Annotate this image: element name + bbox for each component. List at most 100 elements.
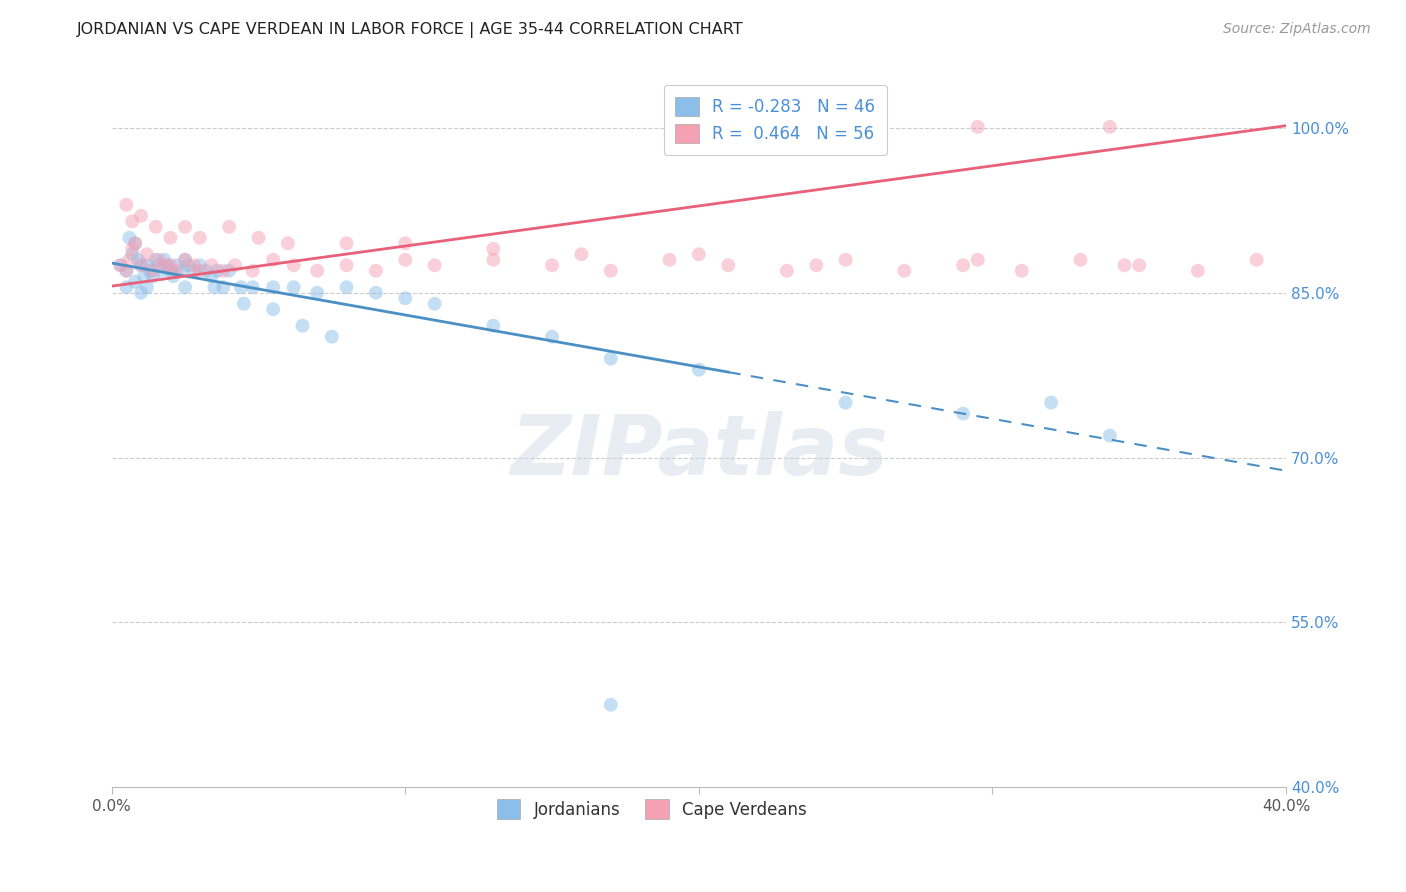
Point: [482, 242, 505, 256]
Point: [1069, 252, 1091, 267]
Point: [165, 264, 187, 278]
Point: [394, 252, 416, 267]
Point: [1040, 395, 1063, 409]
Point: [335, 236, 357, 251]
Point: [165, 258, 187, 272]
Point: [129, 258, 152, 272]
Point: [121, 242, 143, 256]
Point: [717, 258, 740, 272]
Legend: Jordanians, Cape Verdeans: Jordanians, Cape Verdeans: [491, 793, 814, 825]
Point: [153, 252, 176, 267]
Point: [1098, 120, 1121, 134]
Point: [658, 252, 681, 267]
Point: [188, 231, 211, 245]
Point: [188, 264, 211, 278]
Point: [204, 280, 226, 294]
Point: [177, 258, 200, 272]
Point: [229, 280, 252, 294]
Point: [159, 258, 181, 272]
Point: [124, 236, 146, 251]
Point: [172, 264, 194, 278]
Point: [262, 280, 284, 294]
Point: [776, 264, 799, 278]
Point: [688, 362, 710, 376]
Text: JORDANIAN VS CAPE VERDEAN IN LABOR FORCE | AGE 35-44 CORRELATION CHART: JORDANIAN VS CAPE VERDEAN IN LABOR FORCE…: [77, 22, 744, 38]
Point: [183, 264, 205, 278]
Point: [834, 252, 856, 267]
Point: [132, 269, 155, 284]
Point: [118, 231, 141, 245]
Point: [599, 698, 621, 712]
Point: [482, 252, 505, 267]
Point: [142, 264, 165, 278]
Point: [307, 285, 329, 300]
Point: [335, 258, 357, 272]
Point: [307, 264, 329, 278]
Point: [115, 264, 138, 278]
Point: [121, 247, 143, 261]
Point: [482, 318, 505, 333]
Point: [952, 258, 974, 272]
Point: [153, 258, 176, 272]
Point: [541, 329, 564, 343]
Point: [129, 209, 152, 223]
Point: [174, 252, 197, 267]
Point: [174, 280, 197, 294]
Point: [129, 285, 152, 300]
Point: [200, 269, 222, 284]
Point: [321, 329, 343, 343]
Point: [124, 236, 146, 251]
Point: [262, 252, 284, 267]
Point: [212, 264, 235, 278]
Point: [159, 264, 181, 278]
Point: [247, 231, 270, 245]
Point: [129, 258, 152, 272]
Point: [145, 252, 167, 267]
Point: [150, 264, 173, 278]
Point: [599, 264, 621, 278]
Point: [893, 264, 915, 278]
Point: [115, 198, 138, 212]
Point: [423, 296, 446, 310]
Point: [834, 395, 856, 409]
Point: [1011, 264, 1033, 278]
Point: [283, 258, 305, 272]
Point: [394, 291, 416, 305]
Point: [242, 264, 264, 278]
Point: [110, 258, 132, 272]
Point: [1187, 264, 1209, 278]
Point: [212, 280, 235, 294]
Point: [194, 264, 217, 278]
Point: [136, 247, 159, 261]
Point: [283, 280, 305, 294]
Point: [121, 214, 143, 228]
Point: [952, 407, 974, 421]
Point: [162, 269, 184, 284]
Point: [218, 264, 240, 278]
Point: [291, 318, 314, 333]
Point: [142, 269, 165, 284]
Point: [1114, 258, 1136, 272]
Point: [242, 280, 264, 294]
Point: [148, 252, 170, 267]
Point: [806, 258, 828, 272]
Text: Source: ZipAtlas.com: Source: ZipAtlas.com: [1223, 22, 1371, 37]
Point: [127, 252, 149, 267]
Point: [688, 247, 710, 261]
Point: [423, 258, 446, 272]
Point: [364, 285, 387, 300]
Point: [174, 219, 197, 234]
Point: [364, 264, 387, 278]
Point: [218, 219, 240, 234]
Point: [156, 258, 179, 272]
Point: [224, 258, 246, 272]
Text: ZIPatlas: ZIPatlas: [510, 411, 887, 492]
Point: [115, 280, 138, 294]
Point: [139, 264, 162, 278]
Point: [232, 296, 254, 310]
Point: [183, 258, 205, 272]
Point: [124, 275, 146, 289]
Point: [599, 351, 621, 366]
Point: [966, 252, 988, 267]
Point: [136, 280, 159, 294]
